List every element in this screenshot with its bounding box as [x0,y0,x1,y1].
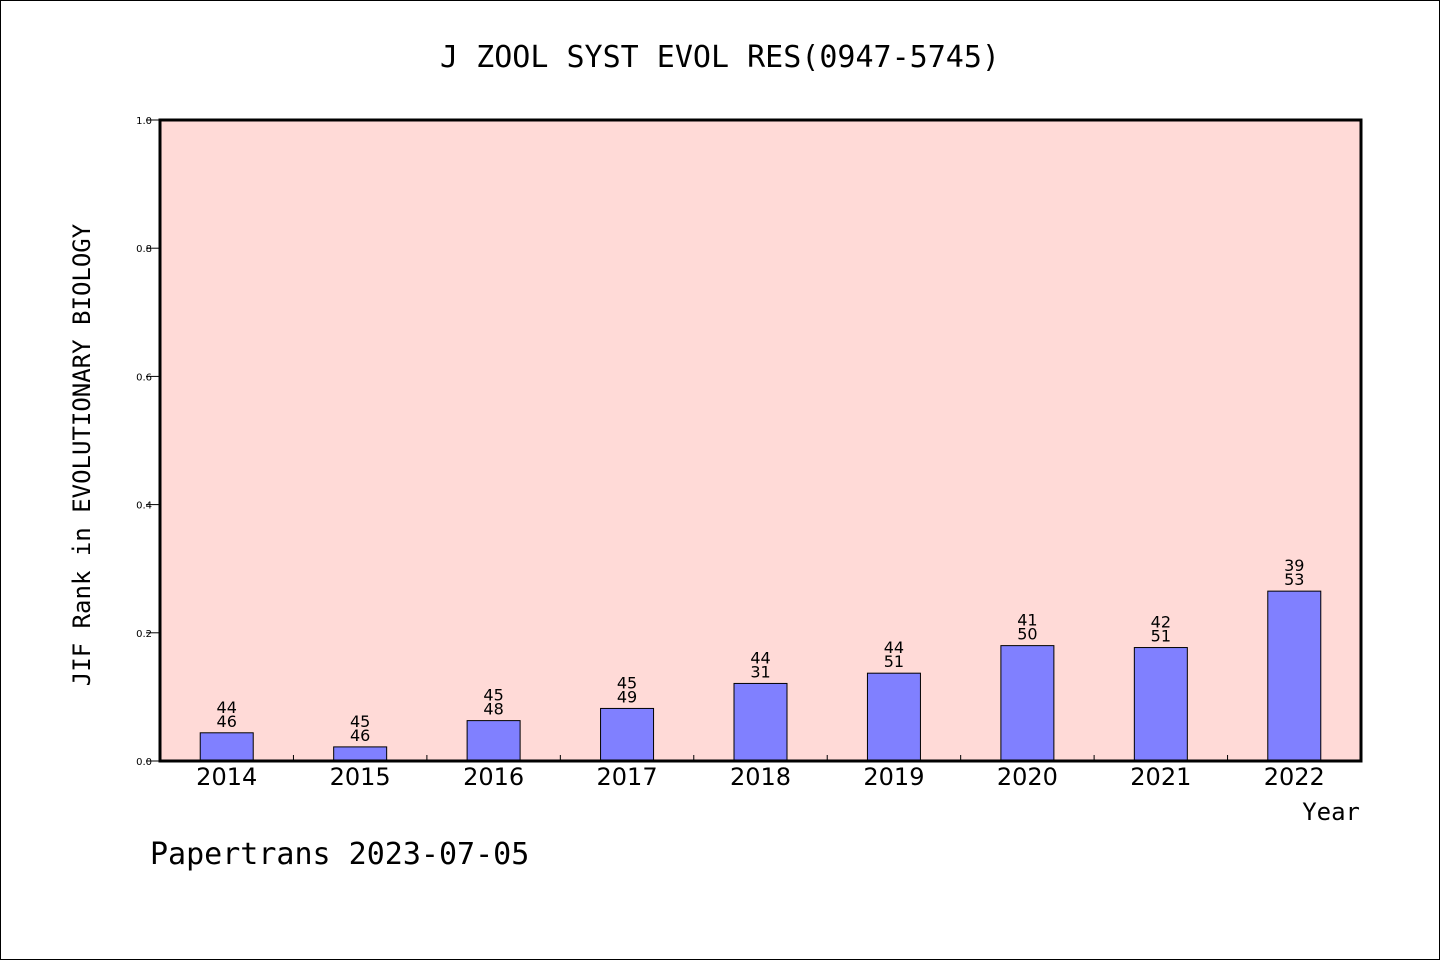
x-tick-label: 2015 [330,763,391,791]
data-label-bottom: 46 [350,726,370,745]
bar-2015 [333,746,388,762]
data-label-top: 41 [1017,611,1037,630]
chart-title: J ZOOL SYST EVOL RES(0947-5745) [440,40,1000,75]
bar-2017 [600,707,655,762]
y-tick-label: 0.4 [136,501,152,512]
bar-2018 [733,682,788,762]
bar-2020 [1000,645,1055,762]
data-label-top: 45 [350,712,370,731]
bar-2014 [199,732,254,762]
data-label-bottom: 51 [1151,627,1171,646]
y-tick-label: 0.6 [136,372,152,383]
x-tick-label: 2017 [597,763,658,791]
x-tick-label: 2016 [463,763,524,791]
bar-2022 [1267,590,1322,762]
bar-2019 [866,672,921,762]
data-label-bottom: 48 [483,700,503,719]
data-label-top: 44 [750,648,770,667]
y-tick-label: 0.0 [136,757,152,768]
x-tick-label: 2021 [1130,763,1191,791]
data-label-top: 45 [617,673,637,692]
footer-credit: Papertrans 2023-07-05 [150,837,529,872]
plot-border [158,118,1363,763]
data-label-bottom: 53 [1284,570,1304,589]
x-axis-label: Year [1302,798,1360,826]
data-label-top: 44 [884,638,904,657]
bar-series [199,590,1322,762]
x-axis: 2014 2015 2016 2017 2018 2019 2020 2021 2022 [196,755,1325,791]
x-tick-label: 2014 [196,763,257,791]
data-label-bottom: 49 [617,687,637,706]
x-tick-label: 2022 [1264,763,1325,791]
y-axis-label: JIF Rank in EVOLUTIONARY BIOLOGY [68,223,96,686]
data-label-top: 42 [1151,613,1171,632]
data-label-bottom: 31 [750,662,770,681]
y-tick-label: 0.2 [136,629,152,640]
data-label-bottom: 51 [884,652,904,671]
data-label-top: 44 [217,698,237,717]
bar-2016 [466,720,521,762]
bar-2021 [1133,647,1188,762]
data-label-top: 45 [483,686,503,705]
x-tick-label: 2020 [997,763,1058,791]
data-label-bottom: 46 [217,712,237,731]
y-axis: 0.0 0.2 0.4 0.6 0.8 1.0 [136,116,160,768]
data-label-bottom: 50 [1017,625,1037,644]
y-tick-label: 1.0 [136,116,152,127]
data-label-top: 39 [1284,556,1304,575]
x-tick-label: 2018 [730,763,791,791]
x-tick-label: 2019 [863,763,924,791]
y-tick-label: 0.8 [136,244,152,255]
